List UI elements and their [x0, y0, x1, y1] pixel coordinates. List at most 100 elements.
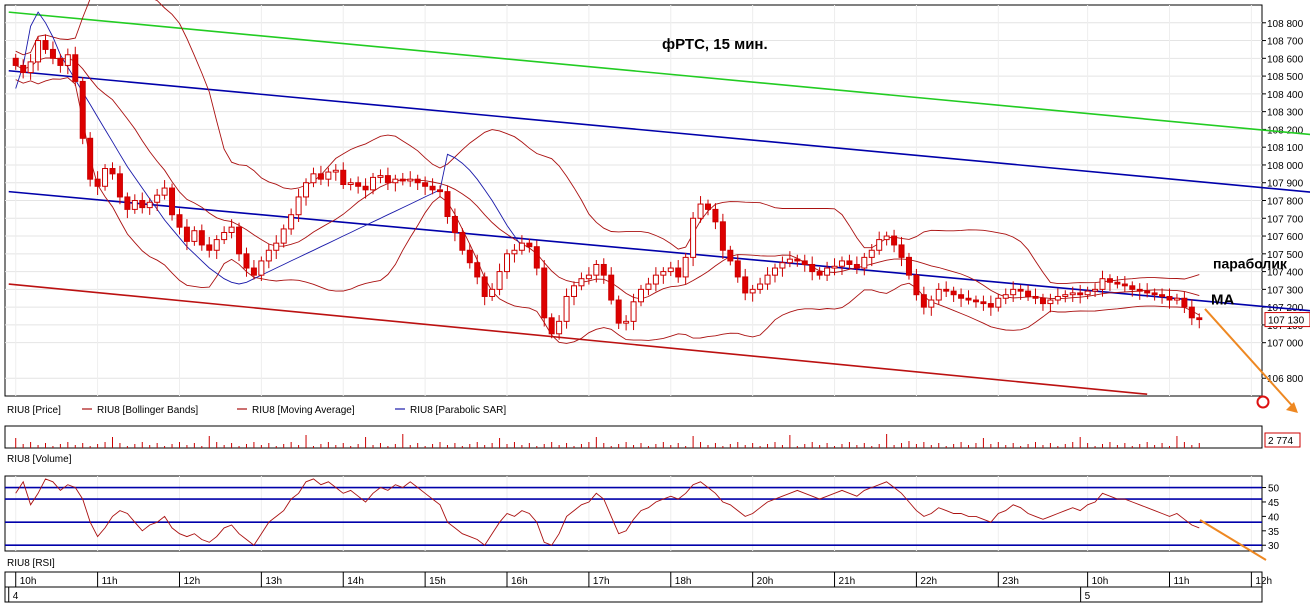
hour-label: 22h [920, 576, 937, 587]
candle-body [734, 260, 741, 278]
candle-body [1121, 283, 1128, 287]
hour-label: 16h [511, 576, 528, 587]
rsi-tick-label: 50 [1268, 484, 1280, 495]
candle-body [258, 260, 265, 276]
candle-body [571, 285, 578, 297]
candle-body [466, 249, 473, 264]
chart-title: фРТС, 15 мин. [662, 36, 768, 53]
rsi-line [15, 478, 1200, 546]
candle-body [749, 288, 756, 294]
candle-body [228, 226, 235, 233]
candle-body [414, 178, 421, 184]
candle-body [27, 61, 34, 74]
candle-body [764, 274, 771, 285]
candle-body [1047, 299, 1054, 305]
candle-body [94, 178, 101, 187]
candle-body [1106, 278, 1113, 283]
candle-body [191, 230, 198, 242]
candle-body [325, 171, 332, 180]
bollinger-lower-band [15, 77, 1200, 344]
candle-body [838, 260, 845, 267]
forecast-arrow [1204, 308, 1297, 411]
candle-body [786, 258, 793, 264]
candle-body [920, 294, 927, 308]
candle-body [987, 303, 994, 308]
hour-label: 12h [1255, 576, 1272, 587]
candle-body [399, 178, 406, 182]
candle-body [615, 299, 622, 324]
annotation-ma: MA [1211, 292, 1234, 309]
candle-body [1129, 285, 1136, 290]
candle-body [935, 288, 942, 301]
candle-body [757, 283, 764, 290]
candle-body [972, 299, 979, 303]
candle-body [1159, 294, 1166, 297]
candle-body [600, 263, 607, 276]
candle-body [169, 187, 176, 216]
candle-body [20, 64, 27, 74]
candle-body [317, 173, 324, 180]
candle-body [913, 274, 920, 296]
candle-body [161, 187, 168, 196]
candle-body [474, 262, 481, 278]
price-tick-label: 108 400 [1267, 90, 1304, 101]
legend-entry: RIU8 [Bollinger Bands] [97, 405, 198, 416]
candle-body [1025, 290, 1032, 297]
candle-body [1173, 297, 1180, 301]
candle-body [429, 185, 436, 191]
candle-body [310, 173, 317, 184]
candle-body [667, 267, 674, 273]
candle-body [221, 231, 228, 241]
day-label: 4 [13, 591, 19, 602]
candle-body [548, 317, 555, 335]
candle-body [362, 185, 369, 191]
hour-label: 10h [20, 576, 37, 587]
hour-label: 11h [102, 576, 118, 587]
trend-line [8, 283, 1148, 396]
price-tick-label: 107 800 [1267, 197, 1304, 208]
candle-body [1092, 288, 1099, 292]
candle-body [1002, 294, 1009, 299]
candle-body [451, 215, 458, 233]
candle-body [273, 242, 280, 251]
candle-body [891, 235, 898, 246]
candle-body [79, 80, 86, 139]
candle-body [593, 263, 600, 276]
candle-body [243, 253, 250, 269]
price-tick-label: 108 000 [1267, 161, 1304, 172]
candle-body [831, 265, 838, 269]
candle-body [697, 203, 704, 219]
hour-label: 20h [757, 576, 774, 587]
volume-panel [4, 425, 1263, 449]
candle-body [675, 267, 682, 278]
candle-body [712, 208, 719, 223]
candle-body [526, 242, 533, 248]
candle-body [437, 189, 444, 193]
forecast-arrow-head [1286, 402, 1298, 413]
hour-label: 17h [593, 576, 610, 587]
trend-line [8, 190, 1310, 312]
candle-body [288, 214, 295, 230]
candle-body [236, 226, 243, 255]
candle-body [1114, 281, 1121, 285]
annotation-parabolik: параболик [1213, 256, 1288, 272]
candle-body [905, 256, 912, 276]
candle-body [176, 214, 183, 228]
candle-body [1188, 306, 1195, 319]
candle-body [489, 288, 496, 297]
price-tick-label: 108 500 [1267, 72, 1304, 83]
candle-body [950, 290, 957, 296]
candle-body [57, 57, 64, 66]
candle-body [87, 137, 94, 180]
hour-label: 11h [1174, 576, 1190, 587]
candle-body [444, 191, 451, 217]
bollinger-upper-band [15, 0, 1200, 285]
candle-body [1166, 295, 1173, 301]
candle-body [265, 249, 272, 262]
volume-panel-label: RIU8 [Volume] [7, 454, 72, 465]
volume-value-label: 2 774 [1268, 436, 1293, 447]
rsi-tick-label: 30 [1268, 541, 1280, 552]
candle-body [1181, 297, 1188, 308]
price-tick-label: 108 800 [1267, 19, 1304, 30]
candle-body [652, 274, 659, 285]
